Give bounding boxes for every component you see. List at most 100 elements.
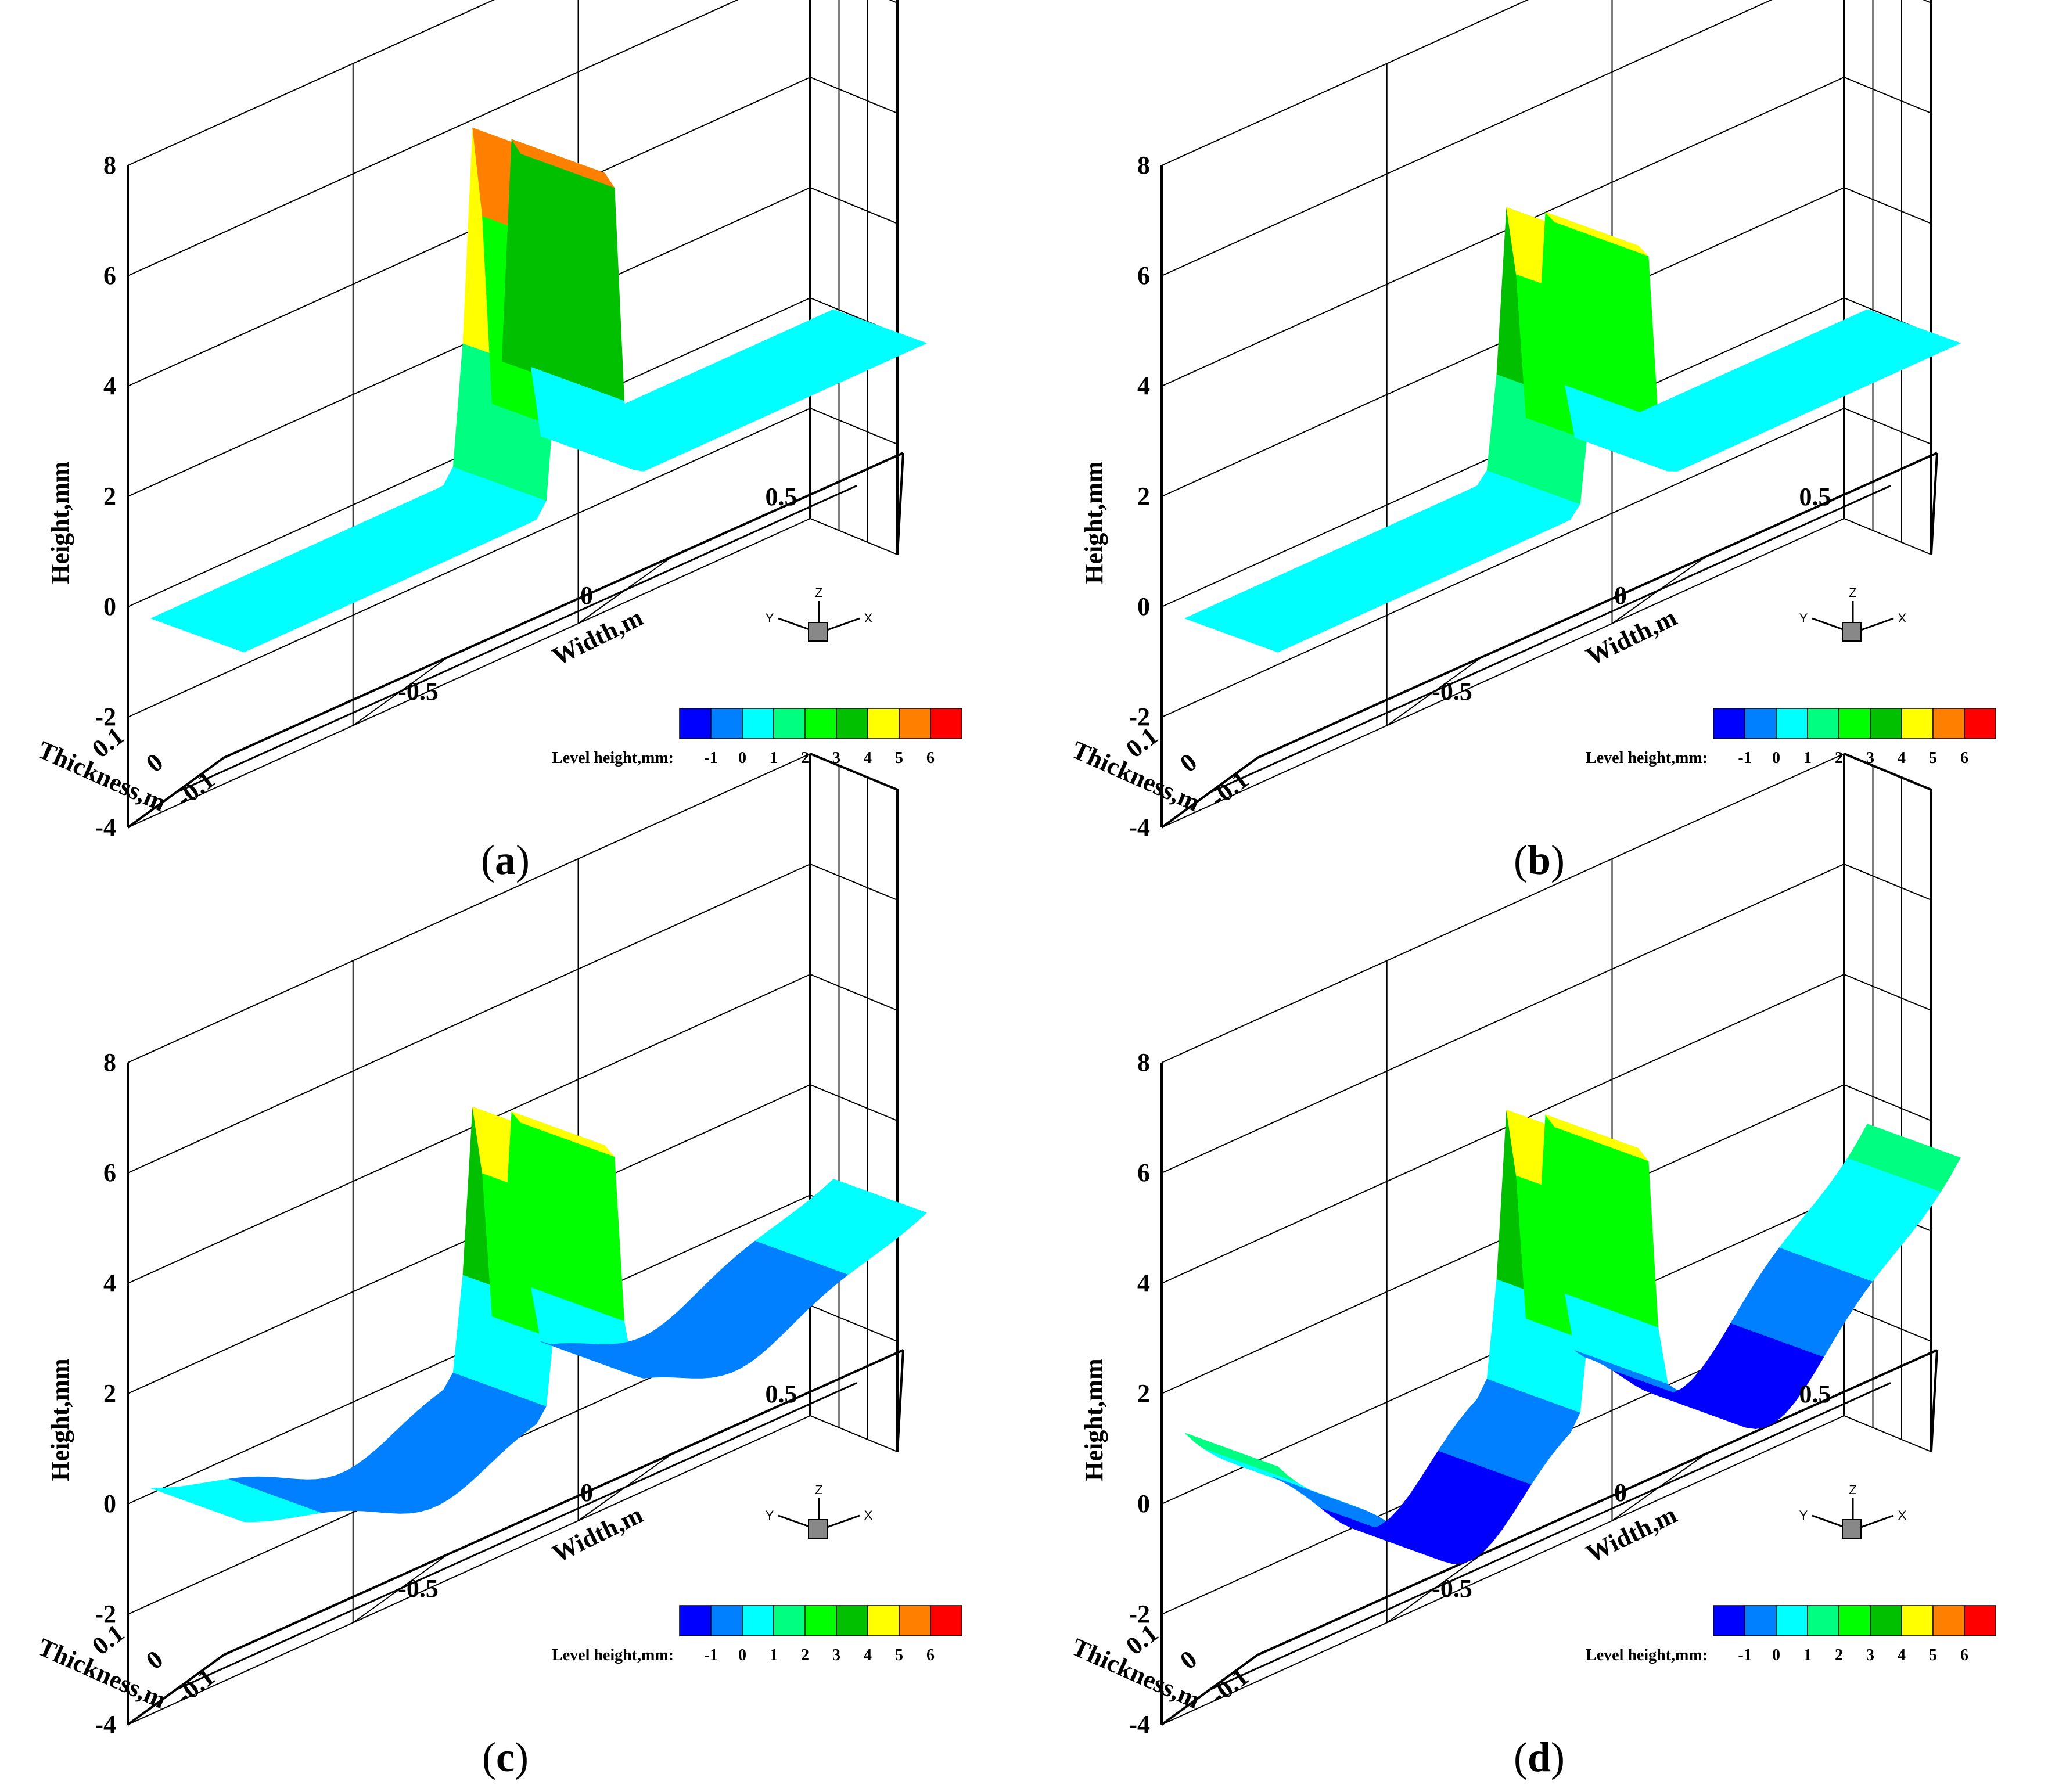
- gridline-z: [127, 1415, 811, 1725]
- colorbar-tick-label: -1: [1738, 749, 1751, 767]
- colorbar-tick-label: 6: [1960, 1646, 1968, 1664]
- x-tick-label: -0.5: [1432, 677, 1472, 706]
- colorbar-tick-label: 0: [1772, 749, 1780, 767]
- surface-patch: [1194, 1441, 1298, 1484]
- triad-x-label: X: [1898, 611, 1907, 625]
- surface-patch: [1857, 1124, 1961, 1176]
- panel-caption: (b): [1514, 837, 1565, 883]
- floor-gridline: [353, 656, 448, 726]
- colorbar-label: Level height,mm:: [1586, 749, 1708, 767]
- y-tick-label: -0.1: [171, 1663, 220, 1710]
- colorbar-tick-label: 5: [895, 749, 903, 767]
- caption-letter: d: [1528, 1734, 1551, 1780]
- z-axis-label: Height,mm: [46, 461, 74, 584]
- triad-cube: [1842, 622, 1862, 642]
- colorbar-swatch: [679, 708, 712, 739]
- colorbar-swatch: [899, 1605, 931, 1636]
- colorbar-swatch: [773, 708, 806, 739]
- colorbar-swatch: [804, 1605, 837, 1636]
- z-tick-label: 2: [1137, 482, 1150, 510]
- colorbar-swatch: [710, 708, 743, 739]
- gridline-side: [1844, 518, 1932, 555]
- floor-edge: [1257, 1349, 1938, 1656]
- z-axis-label: Height,mm: [46, 1358, 74, 1481]
- triad-y-label: Y: [1799, 1508, 1808, 1523]
- colorbar-tick-label: 2: [1835, 749, 1843, 767]
- gridline-side: [1844, 1084, 1932, 1121]
- colorbar-swatch: [804, 708, 837, 739]
- colorbar-swatch: [1807, 1605, 1839, 1636]
- x-tick-label: 0.5: [766, 483, 797, 511]
- colorbar-tick-label: 4: [864, 1646, 872, 1664]
- gridline-side: [810, 187, 898, 224]
- x-tick-label: 0.5: [1799, 1380, 1831, 1408]
- gridline-side: [810, 974, 898, 1011]
- floor-gridline: [175, 485, 857, 794]
- gridline-side: [810, 518, 898, 555]
- colorbar-swatch: [930, 708, 962, 739]
- z-tick-label: 6: [1137, 1158, 1150, 1187]
- colorbar-tick-label: 6: [926, 1646, 935, 1664]
- z-tick-label: 8: [1137, 1048, 1150, 1077]
- floor-gridline: [1386, 1553, 1482, 1624]
- y-tick-label: 0: [141, 1645, 168, 1675]
- x-tick-label: 0.5: [766, 1380, 797, 1408]
- colorbar-swatch: [1901, 708, 1934, 739]
- axis-triad: [1812, 601, 1894, 642]
- triad-y-label: Y: [766, 1508, 774, 1523]
- triad-z-label: Z: [815, 585, 822, 600]
- z-tick-label: 6: [103, 1158, 116, 1187]
- gridline-z: [1161, 0, 1529, 166]
- panel-caption: (a): [481, 837, 530, 883]
- colorbar-swatch: [1901, 1605, 1934, 1636]
- gridline-side: [1844, 753, 1932, 790]
- colorbar-tick-label: 6: [1960, 749, 1968, 767]
- colorbar-swatch: [742, 708, 774, 739]
- axis-triad: [778, 601, 860, 642]
- colorbar-swatch: [1713, 708, 1745, 739]
- colorbar-swatch: [1964, 708, 1996, 739]
- z-tick-label: 0: [103, 592, 116, 621]
- gridline-z: [127, 0, 739, 276]
- z-axis-label: Height,mm: [1080, 1358, 1108, 1481]
- z-tick-label: -4: [1129, 1710, 1150, 1739]
- colorbar: Level height,mm: -1 0 1 2 3 4 5 6: [1586, 708, 1996, 767]
- x-tick-label: 0.5: [1799, 483, 1831, 511]
- gridline-z: [1161, 518, 1845, 828]
- triad-cube: [1842, 1519, 1862, 1539]
- gridline-side: [810, 408, 898, 445]
- gridline-side: [1844, 77, 1932, 114]
- triad-cube: [808, 622, 828, 642]
- gridline-side: [810, 1305, 898, 1342]
- colorbar-tick-label: 2: [801, 749, 809, 767]
- gridline-side: [810, 1415, 898, 1452]
- z-tick-label: 2: [1137, 1379, 1150, 1408]
- colorbar: Level height,mm: -1 0 1 2 3 4 5 6: [552, 1605, 962, 1664]
- surface-patch: [1204, 1449, 1307, 1489]
- surface-patch: [822, 309, 928, 348]
- gridline-side: [810, 1084, 898, 1121]
- floor-edge: [896, 1350, 904, 1452]
- gridline-z: [1161, 863, 1845, 1174]
- surface-patch: [1856, 309, 1961, 348]
- gridline-side: [1844, 408, 1932, 445]
- triad-x-label: X: [864, 611, 873, 625]
- gridline-z: [1161, 974, 1845, 1284]
- x-axis-label: Width,m: [548, 603, 647, 671]
- z-tick-label: -2: [1129, 703, 1150, 731]
- z-tick-label: 0: [1137, 592, 1150, 621]
- x-tick-label: -0.5: [1432, 1574, 1472, 1603]
- gridline-side: [1844, 863, 1932, 901]
- gridline-z: [1161, 1415, 1845, 1725]
- y-tick-label: -0.1: [1205, 765, 1254, 812]
- caption-letter: a: [495, 837, 516, 883]
- y-tick-label: -0.1: [1205, 1663, 1254, 1710]
- colorbar-tick-label: 5: [1929, 1646, 1937, 1664]
- height-surface: [150, 127, 928, 653]
- gridline-side: [810, 753, 898, 790]
- colorbar-tick-label: 0: [1772, 1646, 1780, 1664]
- gridline-side: [1844, 187, 1932, 224]
- z-tick-label: -2: [95, 1600, 116, 1628]
- gridline-side: [810, 77, 898, 114]
- floor-gridline: [577, 1453, 673, 1521]
